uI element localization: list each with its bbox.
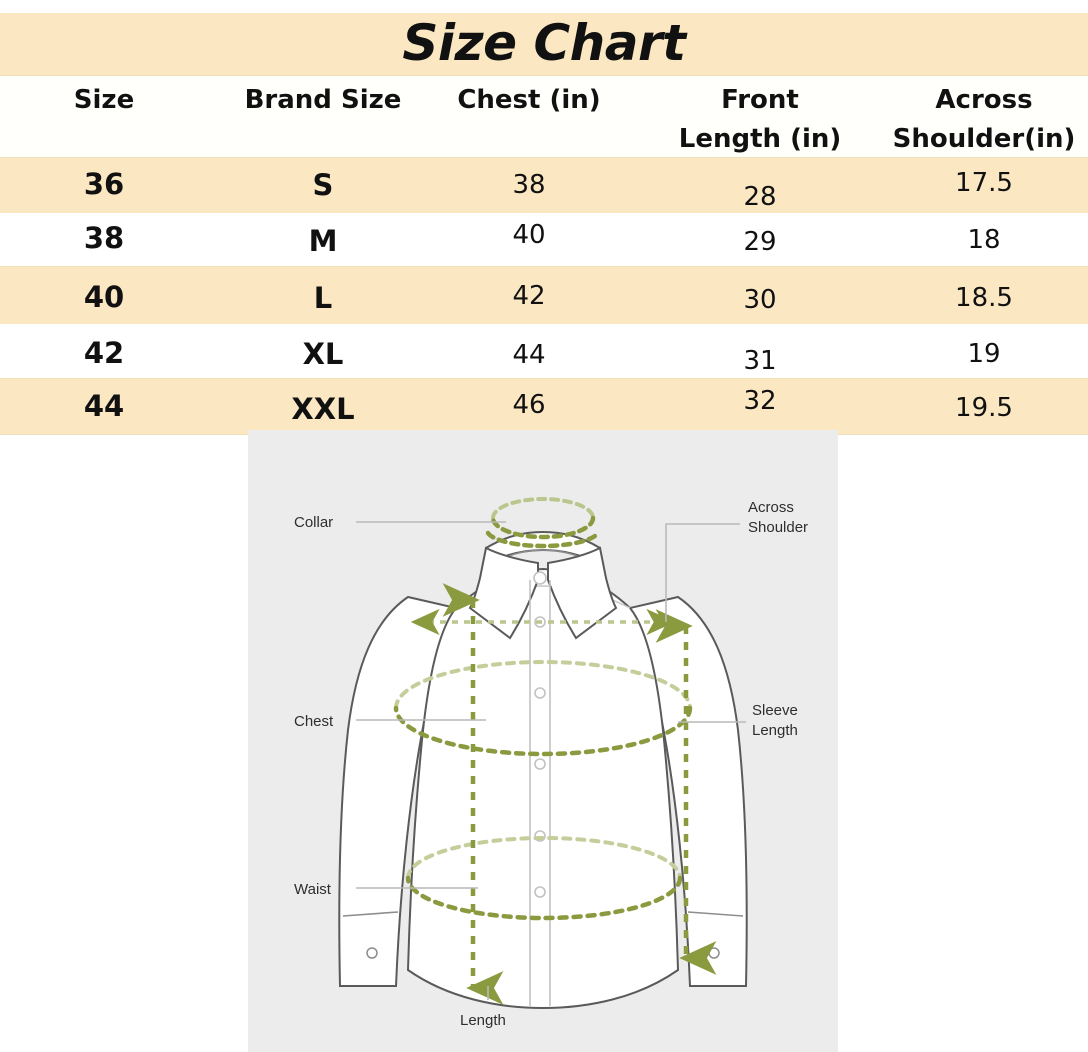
table-row: 32	[743, 386, 777, 416]
table-row: 29	[743, 227, 777, 257]
table-row-band-0	[0, 158, 1088, 213]
shirt-measurement-diagram: Collar Chest Waist Across Shoulder Sleev…	[248, 430, 838, 1052]
diagram-label-sleeve-length-line2: Length	[752, 722, 798, 739]
table-row: L	[313, 281, 333, 315]
table-row: 17.5	[955, 168, 1013, 198]
table-row: 18	[967, 225, 1001, 255]
table-row: 44	[512, 340, 546, 370]
table-header-band	[0, 75, 1088, 158]
diagram-label-across-shoulder-line2: Shoulder	[748, 519, 808, 536]
diagram-label-sleeve-length-line1: Sleeve	[752, 702, 798, 719]
measurement-guides	[393, 497, 717, 1005]
divider-header-top	[0, 75, 1088, 76]
shirt-button	[534, 886, 546, 898]
shirt-right-cuff-button	[708, 947, 720, 959]
page-title: Size Chart	[402, 14, 686, 72]
collar-ellipse-back	[491, 497, 595, 520]
table-header-chest: Chest (in)	[457, 85, 601, 115]
table-row: XL	[302, 337, 344, 371]
diagram-label-waist: Waist	[294, 881, 332, 898]
table-row: 19.5	[955, 393, 1013, 423]
table-row-band-1	[0, 213, 1088, 267]
shirt-torso	[406, 567, 680, 1010]
table-header-front-length: Front Length (in)	[678, 85, 842, 154]
collar-ellipse-front	[490, 515, 596, 540]
table-row: 31	[743, 346, 777, 376]
table-header-size: Size	[73, 85, 135, 115]
table-row: 44	[83, 389, 125, 423]
waist-ellipse-front	[405, 875, 683, 921]
table-row: 38	[512, 170, 546, 200]
table-row-band-3	[0, 324, 1088, 379]
table-row: 40	[83, 280, 125, 314]
divider-row-0	[0, 157, 1088, 158]
table-row: XXL	[291, 392, 355, 426]
leader-lines	[356, 521, 746, 1000]
table-row: M	[308, 224, 338, 258]
table-row: S	[312, 168, 334, 202]
table-row: 18.5	[955, 283, 1013, 313]
across-shoulder-leader-line	[665, 523, 740, 622]
table-row-band-2	[0, 267, 1088, 324]
table-row-band-4	[0, 379, 1088, 435]
table-row: 42	[512, 281, 546, 311]
table-header-brand-size: Brand Size	[244, 85, 402, 115]
size-table: Size Brand Size Chest (in) Front Length …	[0, 0, 1088, 435]
table-row: 38	[83, 221, 125, 255]
shirt-left-cuff-button	[366, 947, 378, 959]
table-header-across-shoulder: Across Shoulder(in)	[892, 85, 1076, 154]
divider-row-4	[0, 378, 1088, 379]
diagram-label-across-shoulder-line1: Across	[748, 499, 794, 516]
table-row: 42	[83, 336, 125, 370]
shirt-button	[534, 758, 546, 770]
shirt-button	[533, 571, 547, 585]
title-band	[0, 13, 1088, 75]
table-row: 30	[743, 285, 777, 315]
collar-ellipse-lower	[485, 530, 601, 549]
table-row: 36	[83, 167, 125, 201]
table-row: 19	[967, 339, 1001, 369]
diagram-label-length: Length	[460, 1012, 506, 1029]
shirt-button	[534, 687, 546, 699]
shirt-left-cuff-line	[342, 911, 399, 917]
table-row: 40	[512, 220, 546, 250]
diagram-label-chest: Chest	[294, 713, 334, 730]
table-row: 46	[512, 390, 546, 420]
table-row: 28	[743, 182, 777, 212]
top-white-strip	[0, 0, 1088, 13]
diagram-label-collar: Collar	[294, 514, 333, 531]
divider-row-2	[0, 266, 1088, 267]
